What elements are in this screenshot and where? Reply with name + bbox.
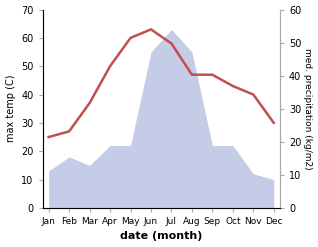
- Y-axis label: max temp (C): max temp (C): [5, 75, 16, 143]
- X-axis label: date (month): date (month): [120, 231, 203, 242]
- Y-axis label: med. precipitation (kg/m2): med. precipitation (kg/m2): [303, 48, 313, 169]
